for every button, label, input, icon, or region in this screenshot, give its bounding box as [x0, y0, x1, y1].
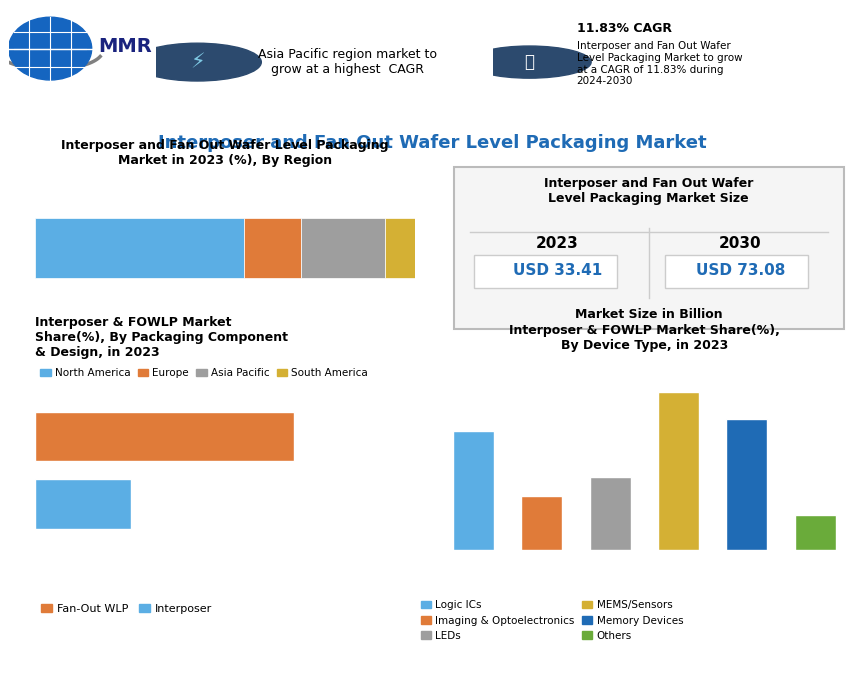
- Bar: [301, 219, 385, 278]
- Legend: Logic ICs, Imaging & Optoelectronics, LEDs, MEMS/Sensors, Memory Devices, Others: Logic ICs, Imaging & Optoelectronics, LE…: [417, 596, 688, 645]
- Text: Interposer and Fan Out Wafer
Level Packaging Market to grow
at a CAGR of 11.83% : Interposer and Fan Out Wafer Level Packa…: [577, 41, 742, 86]
- Bar: [590, 477, 631, 550]
- Bar: [658, 392, 699, 550]
- FancyBboxPatch shape: [490, 14, 860, 110]
- Text: ⚡: ⚡: [190, 52, 205, 72]
- FancyBboxPatch shape: [152, 14, 479, 110]
- Bar: [35, 412, 294, 461]
- Text: 2030: 2030: [719, 236, 761, 252]
- Text: 2023: 2023: [535, 236, 579, 252]
- FancyBboxPatch shape: [454, 167, 843, 329]
- Text: Market Size in Billion: Market Size in Billion: [575, 308, 722, 321]
- Text: Interposer & FOWLP Market
Share(%), By Packaging Component
& Design, in 2023: Interposer & FOWLP Market Share(%), By P…: [35, 316, 287, 359]
- Bar: [522, 496, 562, 550]
- FancyBboxPatch shape: [664, 254, 808, 288]
- Title: Interposer & FOWLP Market Share(%),
By Device Type, in 2023: Interposer & FOWLP Market Share(%), By D…: [509, 325, 780, 352]
- Circle shape: [468, 46, 591, 78]
- Bar: [795, 516, 836, 550]
- Title: Interposer and Fan Out Wafer Level Packaging
Market in 2023 (%), By Region: Interposer and Fan Out Wafer Level Packa…: [61, 139, 388, 167]
- Bar: [35, 479, 131, 529]
- Bar: [35, 219, 244, 278]
- Text: MMR: MMR: [99, 37, 152, 56]
- Bar: [453, 431, 494, 550]
- Text: Asia Pacific region market to
grow at a highest  CAGR: Asia Pacific region market to grow at a …: [259, 48, 437, 76]
- Text: Interposer and Fan Out Wafer
Level Packaging Market Size: Interposer and Fan Out Wafer Level Packa…: [544, 177, 753, 205]
- Bar: [727, 419, 767, 550]
- Bar: [385, 219, 415, 278]
- Circle shape: [9, 17, 92, 80]
- Text: 11.83% CAGR: 11.83% CAGR: [577, 22, 671, 35]
- Text: 🔥: 🔥: [524, 53, 535, 71]
- Text: USD 73.08: USD 73.08: [695, 263, 785, 278]
- Text: USD 33.41: USD 33.41: [513, 263, 602, 278]
- Text: Interposer and Fan Out Wafer Level Packaging Market: Interposer and Fan Out Wafer Level Packa…: [158, 134, 707, 153]
- Bar: [244, 219, 301, 278]
- Circle shape: [133, 43, 261, 81]
- Legend: Fan-Out WLP, Interposer: Fan-Out WLP, Interposer: [36, 599, 216, 618]
- Legend: North America, Europe, Asia Pacific, South America: North America, Europe, Asia Pacific, Sou…: [36, 364, 372, 382]
- FancyBboxPatch shape: [474, 254, 617, 288]
